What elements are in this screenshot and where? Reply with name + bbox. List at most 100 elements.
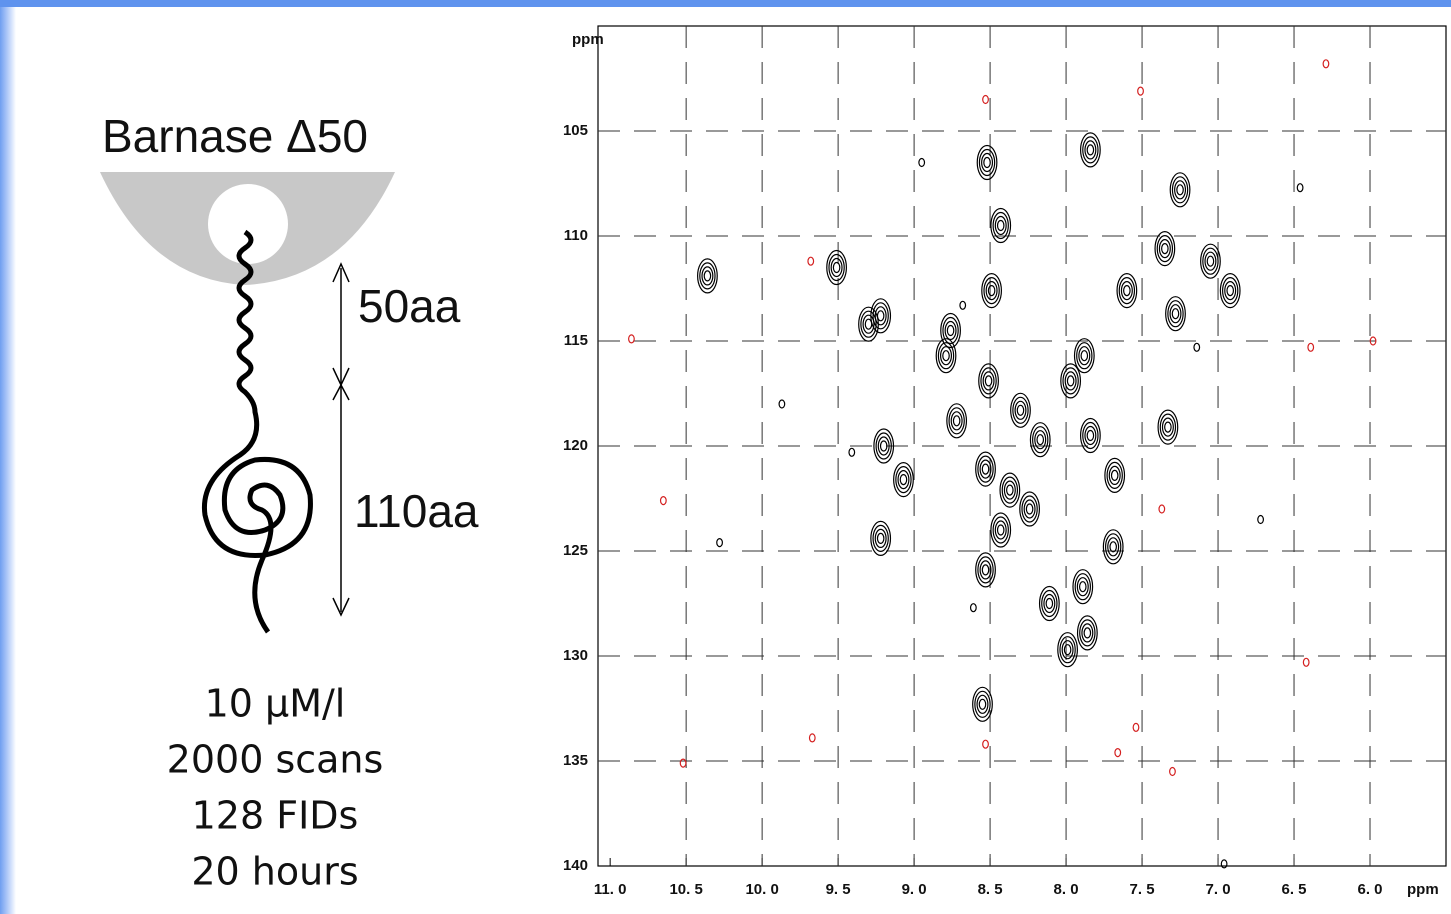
contour [942, 316, 959, 345]
contour [1074, 573, 1091, 601]
peak [1104, 457, 1126, 493]
x-tick-label: 11. 0 [594, 881, 627, 898]
contour [979, 560, 992, 580]
contour [1220, 859, 1228, 869]
peak [978, 363, 999, 399]
peak [1079, 417, 1101, 454]
contour [981, 273, 1003, 309]
contour [982, 371, 995, 391]
peak [1073, 338, 1095, 374]
contour [999, 472, 1021, 508]
peak [1029, 422, 1051, 458]
contour [959, 300, 967, 310]
peak [1010, 392, 1031, 428]
contour [1257, 514, 1264, 525]
contour [872, 524, 889, 553]
contour [1200, 243, 1221, 279]
contour [980, 367, 997, 395]
contour [979, 459, 992, 479]
contour [876, 532, 885, 545]
contour [828, 253, 845, 282]
contour [994, 520, 1007, 540]
contour [1226, 285, 1235, 297]
contour [699, 262, 716, 290]
contour [870, 520, 892, 557]
contour [1307, 342, 1315, 352]
contour [807, 256, 815, 266]
contour [879, 440, 888, 452]
contour [1204, 251, 1217, 271]
contour [1106, 461, 1123, 489]
y-tick-label: 120 [563, 437, 588, 454]
contour [1060, 363, 1082, 399]
contour [697, 258, 718, 294]
contour [978, 363, 999, 399]
peak [1137, 86, 1144, 96]
contour [1169, 172, 1191, 208]
contour [628, 334, 635, 344]
contour [1021, 495, 1038, 523]
contour [1167, 300, 1184, 328]
peak [826, 249, 847, 286]
contour [1029, 422, 1051, 458]
peak [808, 733, 816, 743]
contour [952, 415, 961, 427]
x-tick-label: 9. 5 [826, 881, 851, 898]
contour [981, 152, 994, 173]
contour [832, 261, 841, 274]
contour [983, 277, 1000, 305]
contour [1006, 484, 1014, 496]
peak [982, 94, 989, 105]
contour [1084, 425, 1097, 446]
note: 10 μM/l [205, 682, 346, 726]
x-tick-label: 7. 0 [1206, 881, 1231, 898]
y-tick-label: 105 [563, 122, 588, 139]
peak [716, 537, 723, 548]
contour [996, 219, 1005, 232]
contour [1041, 589, 1058, 618]
contour [1137, 86, 1144, 96]
peak [848, 447, 856, 457]
peak [1158, 504, 1166, 514]
contour [950, 411, 963, 431]
contour [1080, 350, 1089, 362]
contour [1043, 593, 1056, 614]
peak [1200, 243, 1221, 279]
diagram: Barnase Δ50 50aa 110aa 10 μM/l 2000 scan… [100, 110, 479, 894]
peak [1060, 363, 1082, 399]
peak [1322, 59, 1330, 69]
contour [1296, 183, 1304, 193]
contour [1086, 144, 1095, 156]
contour [716, 537, 723, 548]
contour [1193, 342, 1201, 352]
peak [1219, 273, 1241, 309]
peak [1165, 296, 1186, 332]
peak [1019, 491, 1040, 527]
x-tick-label: 8. 0 [1054, 881, 1079, 898]
contour [897, 470, 910, 490]
peak [975, 552, 996, 588]
contour [1104, 457, 1126, 493]
contour [1165, 296, 1186, 332]
peak [990, 512, 1012, 548]
contour [1082, 421, 1099, 450]
contour [946, 403, 968, 439]
contour [1086, 429, 1095, 442]
top-bar [0, 0, 1451, 7]
contour [895, 466, 912, 494]
x-tick-label: 10. 5 [669, 881, 702, 898]
contour [1176, 184, 1184, 196]
contour [1076, 342, 1093, 370]
peak [1154, 231, 1176, 267]
contour [1078, 346, 1091, 366]
peak [918, 157, 926, 168]
contour [826, 249, 847, 286]
contour [1222, 277, 1239, 305]
contour [848, 447, 856, 457]
contour [877, 436, 890, 456]
contour [1110, 469, 1119, 481]
peak [778, 399, 786, 409]
contour [1081, 623, 1094, 643]
contour [1083, 627, 1092, 639]
contour [994, 215, 1007, 236]
